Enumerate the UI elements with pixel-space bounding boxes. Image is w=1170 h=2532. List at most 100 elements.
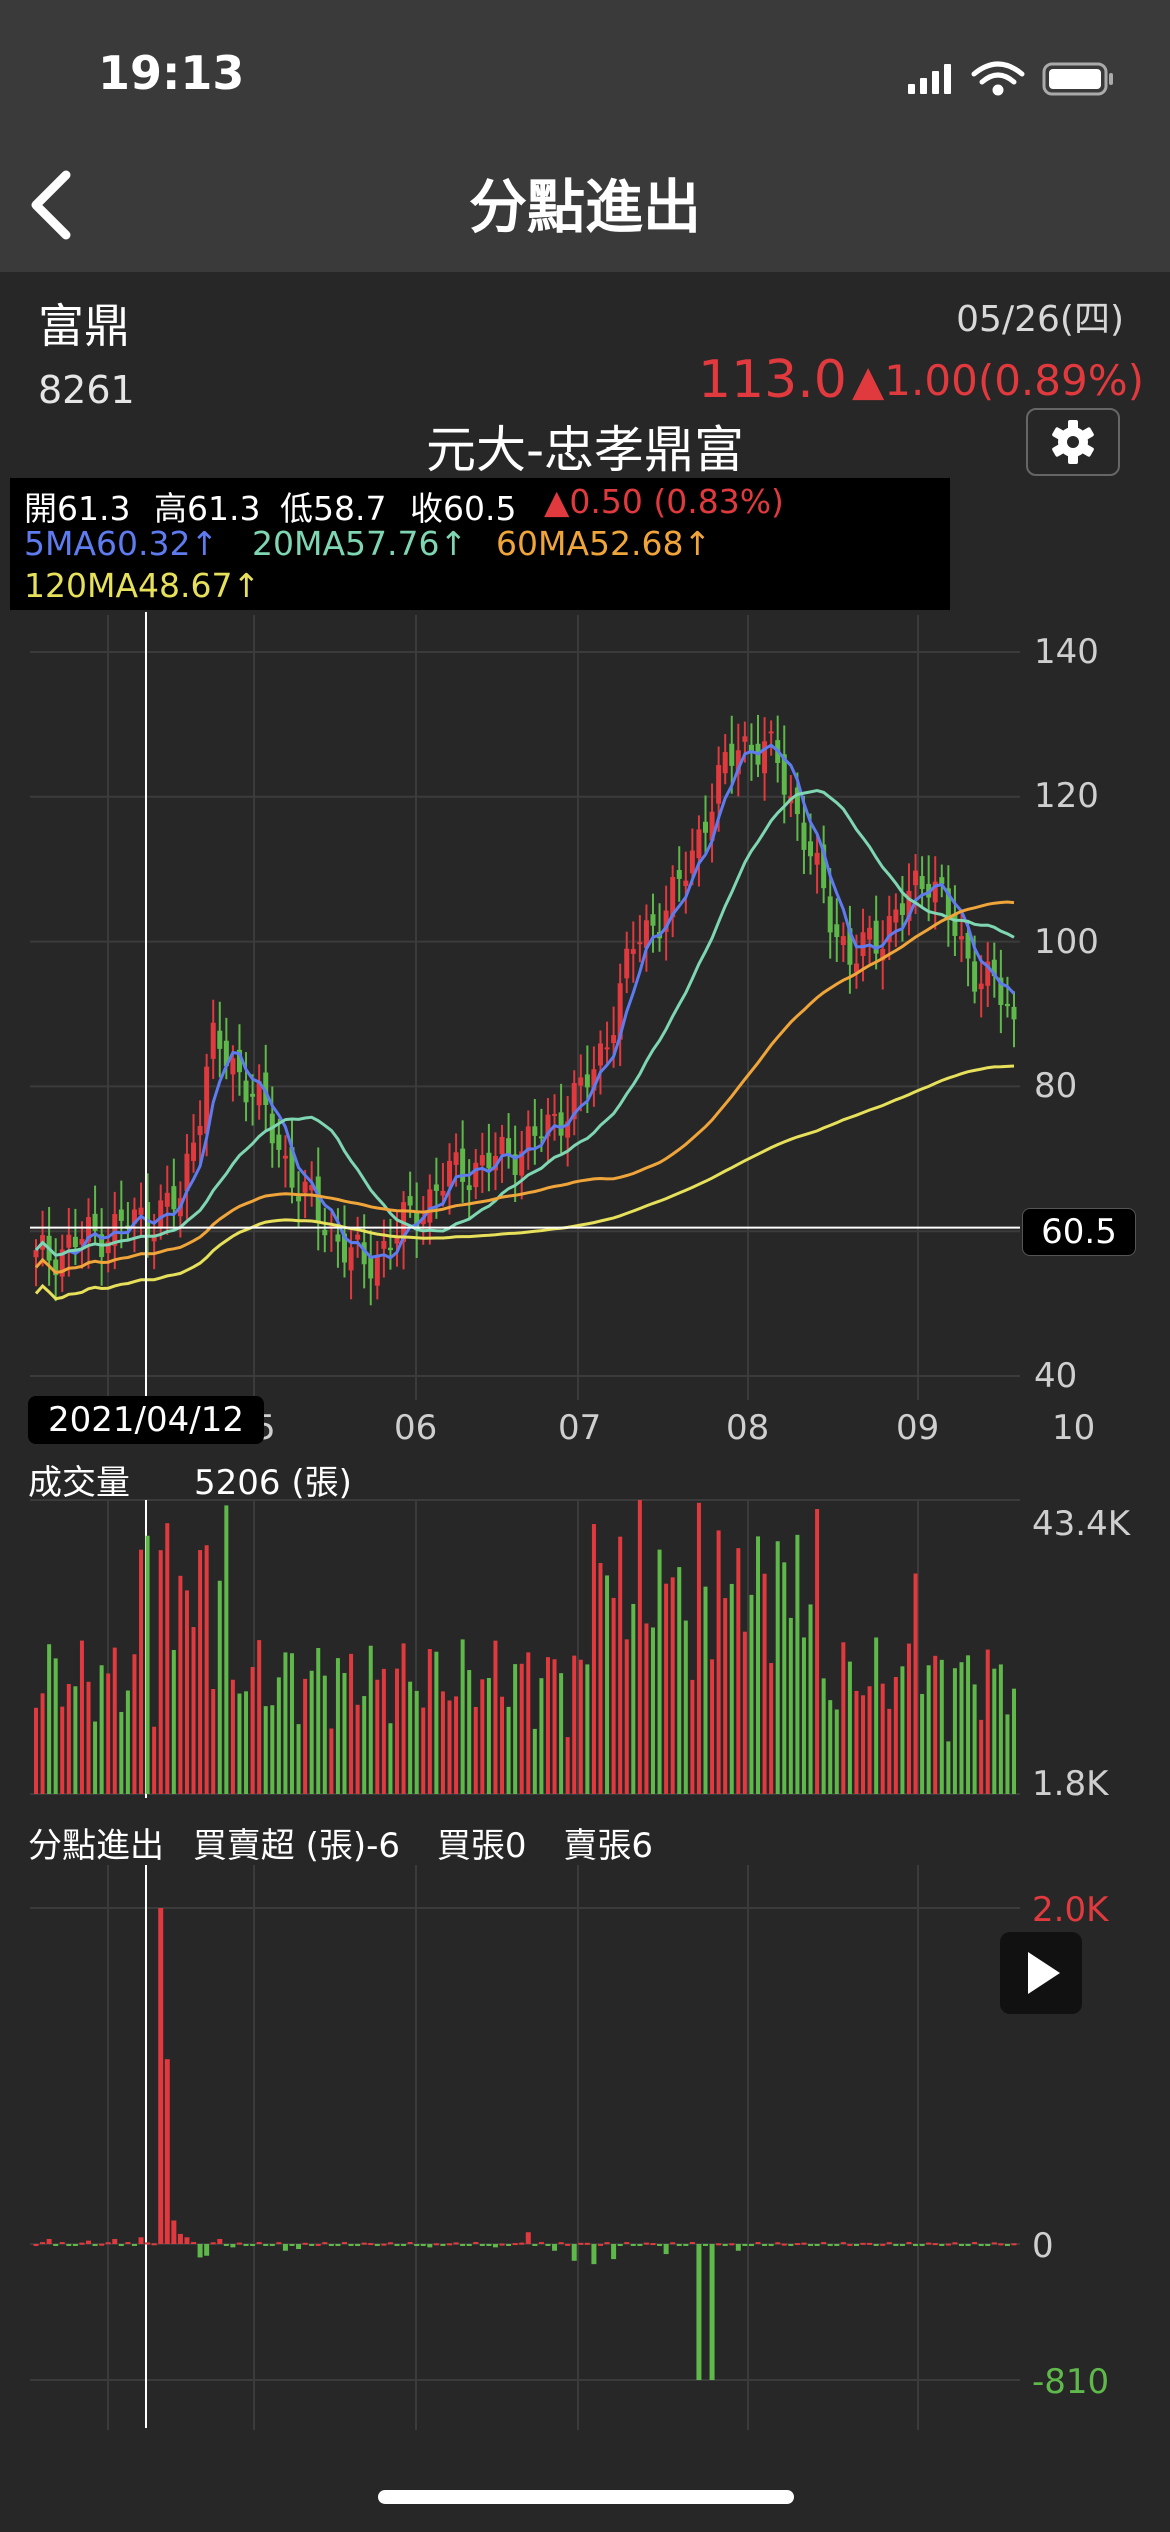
volume-bar [60, 1706, 65, 1794]
volume-bar [854, 1690, 859, 1794]
candle-body [899, 903, 905, 915]
candle-body [558, 1112, 564, 1136]
candle-body [33, 1250, 39, 1258]
flow-bar [893, 2244, 899, 2246]
volume-bar [585, 1664, 590, 1794]
flow-bar [775, 2242, 781, 2245]
month-label-06: 06 [394, 1408, 438, 1448]
candle-body [302, 1181, 308, 1193]
volume-bar [552, 1659, 557, 1794]
volume-bar [834, 1709, 839, 1794]
flow-bar [92, 2244, 98, 2246]
volume-bar [532, 1728, 537, 1794]
candle-body [53, 1259, 59, 1276]
ma60-line [34, 900, 1015, 1275]
candle-body [105, 1241, 111, 1254]
candle-body [565, 1121, 571, 1138]
candle-body [138, 1207, 144, 1215]
candle-body [919, 876, 925, 890]
flow-bar [913, 2244, 919, 2246]
candle-body [972, 961, 978, 992]
candle-body [407, 1196, 413, 1206]
flow-bar [722, 2244, 728, 2247]
candle-body [932, 881, 938, 903]
volume-bar [1005, 1714, 1010, 1794]
flow-bar [112, 2238, 118, 2244]
candle-body [617, 983, 623, 1040]
volume-bar [158, 1550, 163, 1794]
candle-body [433, 1184, 439, 1191]
candle-body [584, 1074, 590, 1088]
volume-bar [795, 1534, 800, 1794]
play-button[interactable] [1000, 1932, 1082, 2014]
volume-bar [381, 1668, 386, 1794]
flow-bar [919, 2244, 925, 2246]
candle-body [991, 959, 997, 977]
candle-body [506, 1138, 512, 1156]
volume-bar [893, 1676, 898, 1794]
volume-bar [296, 1724, 301, 1794]
volume-bar [198, 1550, 203, 1794]
volume-bar [316, 1648, 321, 1794]
flow-bar [650, 2243, 656, 2246]
flow-bar [72, 2244, 78, 2246]
volume-bar [847, 1661, 852, 1794]
volume-bar [808, 1604, 813, 1794]
candle-body [794, 787, 800, 815]
high-value: 高61.3 [154, 489, 261, 528]
flow-title: 分點進出 [28, 1826, 164, 1866]
candle-body [578, 1077, 584, 1086]
volume-bar [257, 1640, 262, 1794]
volume-bar [539, 1678, 544, 1794]
flow-bar [873, 2244, 879, 2246]
candle-body [427, 1189, 433, 1223]
volume-bar [401, 1643, 406, 1794]
candle-body [952, 914, 958, 936]
volume-bar [677, 1567, 682, 1794]
volume-bar [329, 1728, 334, 1794]
candle-body [670, 877, 676, 918]
candle-body [840, 936, 846, 946]
signal-icon [908, 64, 951, 94]
candle-body [322, 1229, 328, 1236]
volume-bar [440, 1691, 445, 1794]
volume-bar [801, 1637, 806, 1794]
flow-bar [466, 2244, 472, 2246]
candle-body [447, 1160, 453, 1187]
flow-bar [473, 2241, 479, 2244]
volume-bar [486, 1677, 491, 1794]
flow-bar [676, 2244, 682, 2246]
candle-body [591, 1069, 597, 1091]
flow-bar [755, 2241, 761, 2244]
volume-bar [79, 1640, 84, 1794]
candle-body [499, 1136, 505, 1155]
status-time: 19:13 [98, 46, 245, 100]
volume-bar [500, 1696, 505, 1794]
candle-body [748, 744, 754, 753]
candle-body [276, 1134, 282, 1150]
gear-icon [1052, 420, 1094, 464]
candle-body [355, 1234, 361, 1240]
flow-bar [847, 2243, 853, 2246]
flow-bar [302, 2242, 308, 2245]
candle-body [985, 961, 991, 986]
crosshair-date: 2021/04/12 [48, 1400, 244, 1440]
flow-bar [276, 2242, 282, 2245]
flow-bar [479, 2244, 485, 2246]
flow-bar [131, 2244, 137, 2246]
volume-bar [276, 1677, 281, 1794]
status-icons [908, 61, 1113, 96]
flow-bar [663, 2244, 669, 2255]
back-button[interactable] [22, 165, 82, 245]
wifi-icon [971, 61, 1025, 96]
candle-body [768, 731, 774, 734]
flow-bar [696, 2244, 702, 2380]
candle-body [519, 1151, 525, 1176]
stock-change: ▲1.00(0.89%) [852, 356, 1145, 405]
settings-button[interactable] [1026, 408, 1120, 476]
volume-bar [913, 1573, 918, 1794]
volume-bar [303, 1678, 308, 1794]
flow-bar [1004, 2244, 1010, 2247]
candle-body [611, 1035, 617, 1044]
